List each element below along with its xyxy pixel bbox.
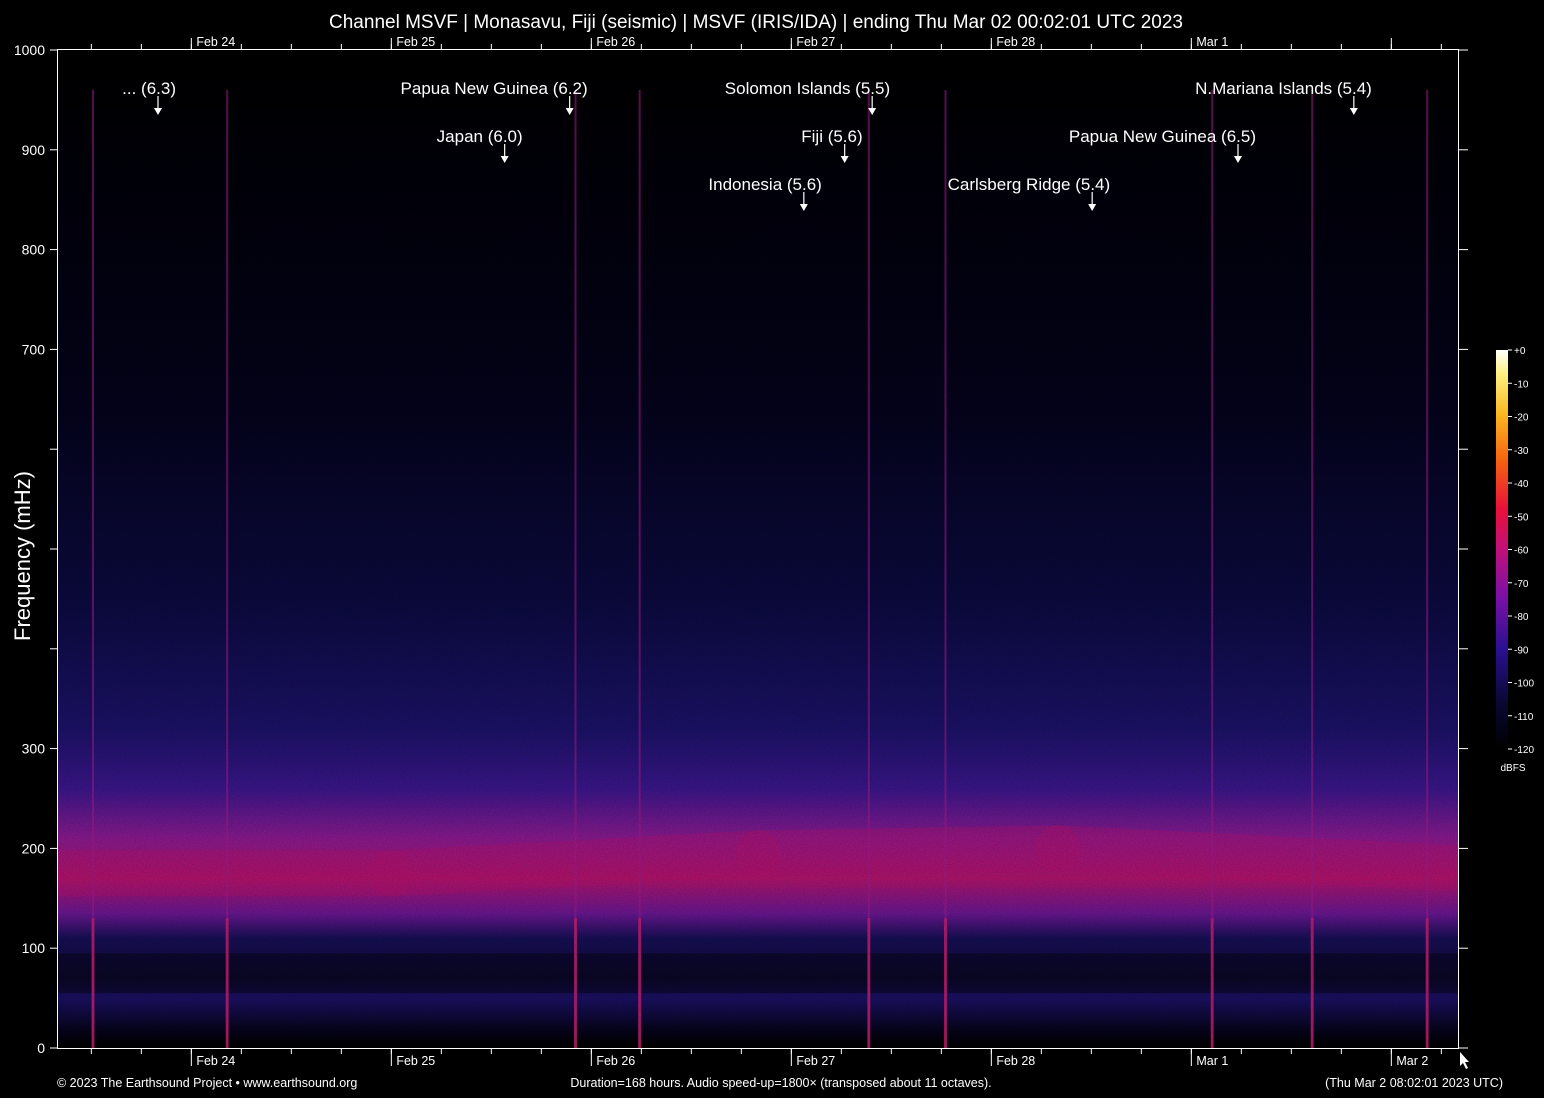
event-annotation: Japan (6.0) <box>437 127 523 163</box>
y-tick-label: 900 <box>22 142 46 158</box>
colorbar-tick-label: -120 <box>1514 745 1534 756</box>
event-annotation: Papua New Guinea (6.2) <box>401 79 588 115</box>
colorbar-tick-label: -50 <box>1514 512 1529 523</box>
y-tick-label: 1000 <box>14 42 45 58</box>
event-label: Papua New Guinea (6.5) <box>1069 127 1256 146</box>
x-day-label-top: Feb 24 <box>196 35 235 49</box>
colorbar-tick-label: -40 <box>1514 479 1529 490</box>
event-arrow-head-icon <box>1349 108 1358 115</box>
x-day-label-top: Feb 25 <box>396 35 435 49</box>
event-annotation: Papua New Guinea (6.5) <box>1069 127 1256 163</box>
y-tick-label: 100 <box>22 940 46 956</box>
event-annotation: Carlsberg Ridge (5.4) <box>948 175 1111 211</box>
event-label: Papua New Guinea (6.2) <box>401 79 588 98</box>
colorbar-tick-label: -60 <box>1514 546 1529 557</box>
colorbar-tick-label: -70 <box>1514 579 1529 590</box>
event-arrow-head-icon <box>1088 204 1097 211</box>
colorbar-tick-label: -80 <box>1514 612 1529 623</box>
event-annotation: Solomon Islands (5.5) <box>725 79 890 115</box>
x-day-label-bottom: Feb 25 <box>396 1054 435 1068</box>
colorbar-tick-label: -10 <box>1514 379 1529 390</box>
event-annotation: Fiji (5.6) <box>801 127 863 163</box>
colorbar-tick-label: +0 <box>1514 346 1526 357</box>
colorbar-label: dBFS <box>1500 763 1525 774</box>
colorbar-tick-label: -90 <box>1514 645 1529 656</box>
x-day-label-top: Feb 27 <box>796 35 835 49</box>
x-axis-top: Feb 24 Feb 25 Feb 26 Feb 27 Feb 28 Mar 1 <box>90 35 1442 50</box>
y-tick-label: 200 <box>22 840 46 856</box>
event-label: ... (6.3) <box>122 79 176 98</box>
event-annotation: N.Mariana Islands (5.4) <box>1195 79 1372 115</box>
colorbar-tick-label: -110 <box>1514 712 1534 723</box>
x-day-label-top: Feb 26 <box>596 35 635 49</box>
y-tick-label: 0 <box>37 1040 45 1056</box>
noise-texture <box>58 50 1458 1048</box>
colorbar-ticks: +0 -10 -20 -30 -40 -50 -60 -70 -80 -90 -100 -110 -12… <box>1508 346 1534 756</box>
event-annotation: Indonesia (5.6) <box>708 175 822 211</box>
y-tick-label: 800 <box>22 242 46 258</box>
mouse-pointer-icon <box>1460 1052 1469 1069</box>
event-label: Japan (6.0) <box>437 127 523 146</box>
event-arrow-head-icon <box>799 204 808 211</box>
colorbar-tick-label: -30 <box>1514 446 1529 457</box>
event-annotations: ... (6.3) Papua New Guinea (6.2) Japan (6.… <box>122 79 1372 211</box>
chart-title: Channel MSVF | Monasavu, Fiji (seismic) … <box>329 12 1183 33</box>
event-label: Fiji (5.6) <box>801 127 862 146</box>
y-tick-label: 700 <box>22 341 46 357</box>
event-annotation: ... (6.3) <box>122 79 176 115</box>
event-arrow-head-icon <box>1234 156 1242 163</box>
event-label: Carlsberg Ridge (5.4) <box>948 175 1111 194</box>
event-arrow-head-icon <box>868 108 877 115</box>
colorbar: +0 -10 -20 -30 -40 -50 -60 -70 -80 -90 -100 -110 -12… <box>1496 346 1534 774</box>
y-axis: 0 100 200 300 700 800 900 1000 <box>14 42 1468 1056</box>
x-day-label-bottom: Feb 24 <box>196 1054 235 1068</box>
event-arrow-head-icon <box>154 108 162 115</box>
x-axis-bottom: Feb 24 Feb 25 Feb 26 Feb 27 Feb 28 Mar 1 Mar 2 <box>90 1048 1442 1068</box>
event-label: N.Mariana Islands (5.4) <box>1195 79 1372 98</box>
colorbar-scale <box>1496 350 1508 749</box>
x-day-label-bottom: Feb 28 <box>996 1054 1035 1068</box>
colorbar-tick-label: -100 <box>1514 679 1534 690</box>
plot-area <box>58 50 1458 1048</box>
colorbar-tick-label: -20 <box>1514 413 1529 424</box>
event-label: Indonesia (5.6) <box>708 175 821 194</box>
footer-duration: Duration=168 hours. Audio speed-up=1800×… <box>570 1076 991 1090</box>
footer-copyright: © 2023 The Earthsound Project • www.eart… <box>57 1076 357 1090</box>
event-label: Solomon Islands (5.5) <box>725 79 890 98</box>
x-day-label-top: Mar 1 <box>1196 35 1228 49</box>
x-day-label-bottom: Feb 26 <box>596 1054 635 1068</box>
event-arrow-head-icon <box>565 108 574 115</box>
x-day-label-bottom: Mar 2 <box>1396 1054 1428 1068</box>
y-axis-label: Frequency (mHz) <box>10 471 35 641</box>
x-day-label-bottom: Mar 1 <box>1196 1054 1228 1068</box>
y-tick-label: 300 <box>22 741 46 757</box>
x-day-label-top: Feb 28 <box>996 35 1035 49</box>
event-arrow-head-icon <box>840 156 849 163</box>
event-arrow-head-icon <box>500 156 509 163</box>
x-day-label-bottom: Feb 27 <box>796 1054 835 1068</box>
footer-timestamp: (Thu Mar 2 08:02:01 2023 UTC) <box>1325 1076 1503 1090</box>
